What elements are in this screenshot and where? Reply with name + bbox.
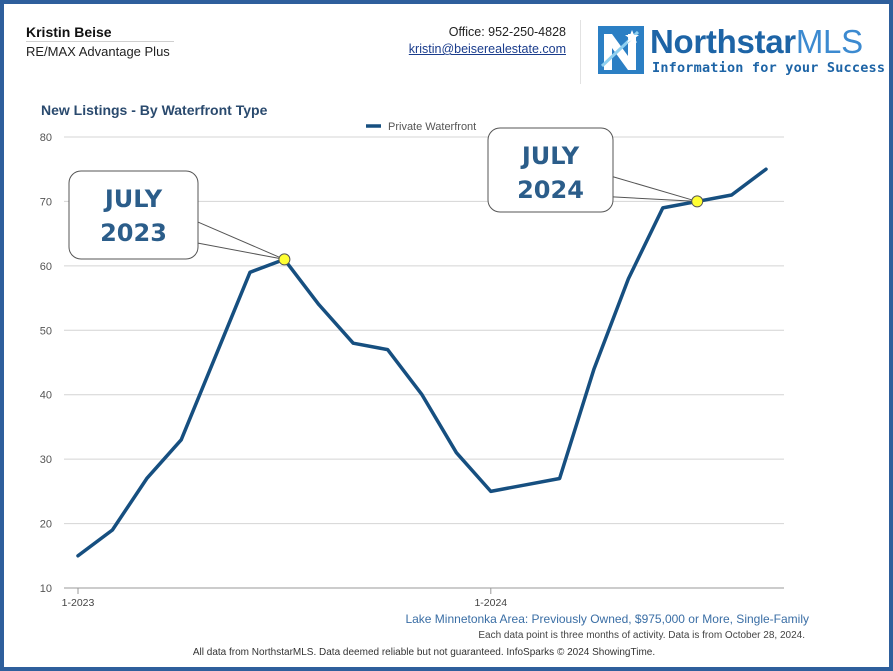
northstar-logo: NorthstarMLS Information for your Succes…: [598, 23, 886, 78]
y-tick-label: 20: [40, 519, 52, 531]
y-tick-label: 70: [40, 196, 52, 208]
x-tick-label: 1-2023: [62, 597, 95, 609]
y-tick-label: 10: [40, 583, 52, 595]
callout-pointer: [612, 176, 698, 202]
y-tick-label: 40: [40, 390, 52, 402]
callout-text: JULY: [520, 142, 580, 170]
y-tick-label: 30: [40, 454, 52, 466]
callout-text: 2023: [100, 219, 167, 247]
y-tick-label: 50: [40, 325, 52, 337]
highlight-marker: [278, 253, 291, 266]
data-note: Each data point is three months of activ…: [478, 630, 805, 641]
y-tick-label: 60: [40, 261, 52, 273]
area-description: Lake Minnetonka Area: Previously Owned, …: [405, 612, 809, 626]
y-tick-label: 80: [40, 132, 52, 144]
highlight-marker: [691, 195, 704, 208]
callout-box: [487, 127, 614, 213]
callout-text: JULY: [103, 185, 163, 213]
logo-wordmark: NorthstarMLS: [650, 23, 863, 61]
logo-brand-light: MLS: [795, 23, 863, 60]
header-divider: [580, 20, 581, 84]
northstar-star-icon: [598, 26, 644, 74]
agent-company: RE/MAX Advantage Plus: [26, 44, 170, 59]
callout-box: [68, 170, 199, 260]
callout-text: 2024: [517, 176, 584, 204]
series-line-private-waterfront: [76, 167, 768, 558]
office-phone: Office: 952-250-4828: [448, 25, 566, 39]
header-rule: [26, 41, 174, 42]
callout-pointer: [197, 242, 285, 260]
callout-pointer: [612, 196, 698, 202]
footer-disclaimer: All data from NorthstarMLS. Data deemed …: [192, 647, 656, 658]
legend-label: Private Waterfront: [388, 121, 476, 133]
chart-title: New Listings - By Waterfront Type: [41, 102, 268, 118]
agent-name: Kristin Beise: [26, 24, 112, 40]
logo-tagline: Information for your Success: [652, 60, 886, 76]
logo-brand-bold: Northstar: [650, 23, 796, 60]
x-tick-label: 1-2024: [474, 597, 507, 609]
agent-email-link[interactable]: kristin@beiserealestate.com: [408, 42, 566, 56]
callout-pointer: [197, 221, 285, 260]
